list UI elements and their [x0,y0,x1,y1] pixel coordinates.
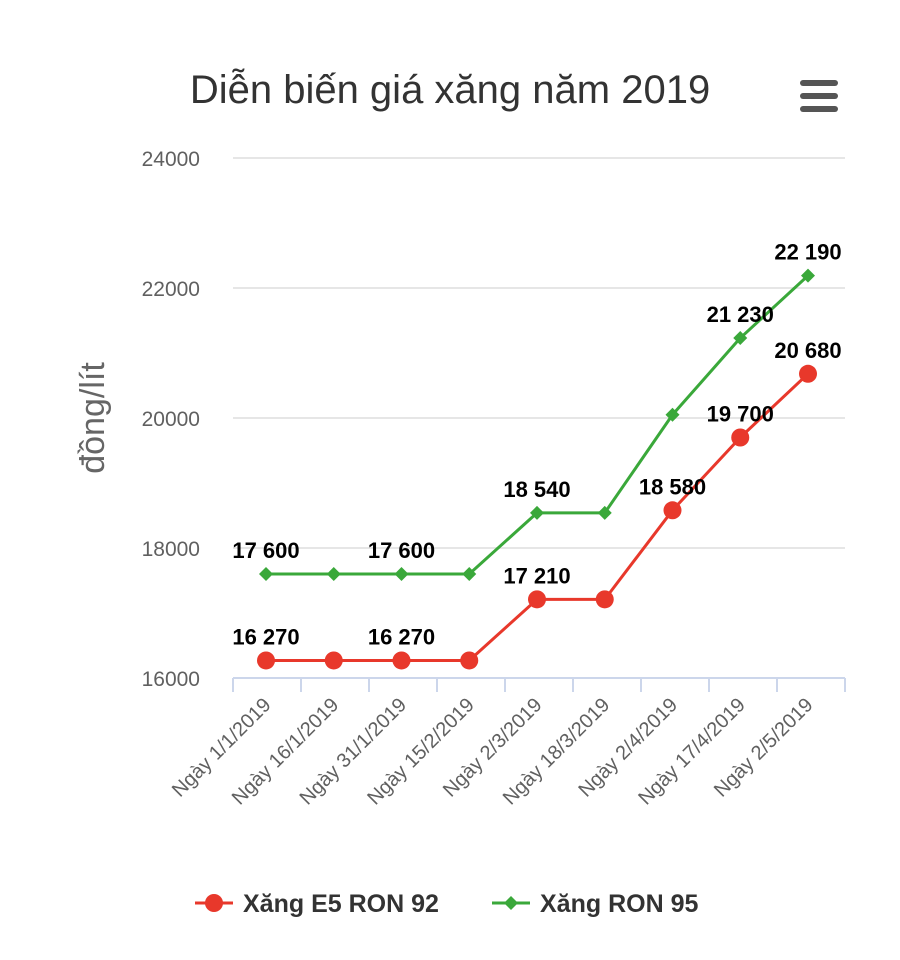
data-point[interactable] [326,567,341,581]
y-axis-ticks: 16000 18000 20000 22000 24000 [142,148,200,691]
legend: Xăng E5 RON 92 Xăng RON 95 [195,890,698,918]
y-axis-title: đồng/lít [74,362,112,474]
y-tick-label: 18000 [142,538,200,561]
data-labels-layer: 16 270 16 270 17 210 18 580 19 700 20 680 17 6… [232,240,841,650]
grid-layer [233,157,845,549]
data-point[interactable] [394,567,409,581]
data-label: 17 600 [368,538,435,563]
data-point[interactable] [462,567,477,581]
y-tick-label: 20000 [142,408,200,431]
legend-marker [205,894,223,912]
data-label: 18 540 [503,477,570,502]
data-point[interactable] [663,501,682,520]
data-label: 22 190 [774,240,841,265]
data-point[interactable] [530,505,544,520]
data-point[interactable] [392,651,411,670]
legend-marker [504,896,518,910]
data-point[interactable] [324,651,343,670]
data-point[interactable] [595,590,614,609]
data-label: 17 600 [232,538,299,563]
chart-title: Diễn biến giá xăng năm 2019 [190,67,710,112]
y-tick-label: 22000 [142,278,200,301]
data-label: 17 210 [503,563,570,588]
y-tick-label: 24000 [142,148,200,171]
y-tick-label: 16000 [142,668,200,691]
data-point[interactable] [801,268,815,283]
data-label: 16 270 [232,624,299,649]
data-point[interactable] [259,567,273,581]
legend-item-0[interactable]: Xăng E5 RON 92 [195,890,439,918]
data-label: 18 580 [639,474,706,499]
data-point[interactable] [733,331,748,346]
legend-label: Xăng RON 95 [540,890,698,918]
legend-label: Xăng E5 RON 92 [243,890,439,918]
data-point[interactable] [597,505,612,520]
hamburger-menu-icon[interactable] [800,80,838,112]
series-layer [257,268,817,670]
data-point[interactable] [731,428,750,447]
data-label: 21 230 [707,302,774,327]
data-label: 20 680 [774,338,841,363]
data-label: 16 270 [368,624,435,649]
data-point[interactable] [257,651,275,670]
data-label: 19 700 [707,402,774,427]
data-point[interactable] [528,590,546,609]
data-point[interactable] [799,364,817,383]
data-point[interactable] [665,407,680,422]
legend-item-1[interactable]: Xăng RON 95 [492,890,698,918]
data-point[interactable] [460,651,479,670]
